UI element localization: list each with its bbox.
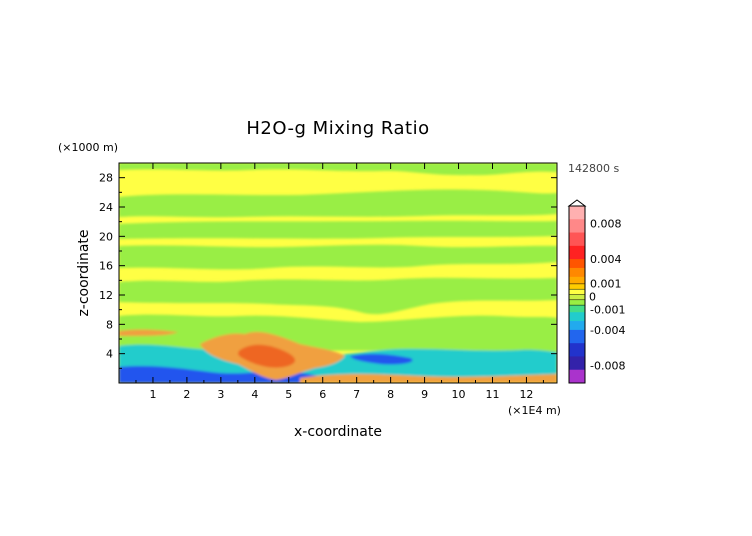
x-tick-label: 10 xyxy=(452,388,466,401)
y-tick-label: 20 xyxy=(99,230,113,243)
green-band-24 xyxy=(119,189,557,218)
colorbar-label: 0.008 xyxy=(590,218,622,231)
y-tick-label: 12 xyxy=(99,289,113,302)
colorbar-segment xyxy=(569,343,585,357)
x-tick-label: 9 xyxy=(421,388,428,401)
colorbar-segment xyxy=(569,283,585,290)
y-axis-label: z-coordinate xyxy=(76,229,92,316)
colorbar-segment xyxy=(569,369,585,384)
colorbar-segment xyxy=(569,329,585,344)
colorbar-label: -0.004 xyxy=(590,324,625,337)
x-tick-label: 12 xyxy=(519,388,533,401)
colorbar-segment xyxy=(569,267,585,278)
colorbar-segment xyxy=(569,305,585,313)
colorbar-segment xyxy=(569,356,585,371)
y-tick-label: 4 xyxy=(106,348,113,361)
colorbar-segment xyxy=(569,276,585,285)
colorbar-label: 0 xyxy=(589,291,596,304)
blue-region-left xyxy=(119,365,340,383)
colorbar-label: -0.001 xyxy=(590,303,625,316)
x-tick-label: 11 xyxy=(485,388,499,401)
colorbar-segment xyxy=(569,312,585,322)
y-tick-label: 24 xyxy=(99,201,113,214)
x-axis-ticks: 1 2 3 4 5 6 7 8 9 10 11 12 xyxy=(135,163,544,401)
colorbar-segment xyxy=(569,289,585,295)
colorbar-label: 0.004 xyxy=(590,253,622,266)
blue-region-right xyxy=(350,353,413,365)
heatmap-field xyxy=(119,163,557,383)
x-tick-label: 8 xyxy=(387,388,394,401)
colorbar-label: -0.008 xyxy=(590,359,625,372)
colorbar-segment xyxy=(569,294,585,301)
orange-plume-core xyxy=(238,344,296,368)
colorbar-segment xyxy=(569,321,585,331)
green-band-top xyxy=(119,163,557,176)
time-label: 142800 s xyxy=(568,162,619,175)
x-tick-label: 2 xyxy=(183,388,190,401)
orange-thin-band xyxy=(119,329,178,336)
x-tick-label: 7 xyxy=(353,388,360,401)
y-tick-label: 8 xyxy=(106,318,113,331)
colorbar-segment xyxy=(569,206,585,220)
x-tick-label: 1 xyxy=(149,388,156,401)
colorbar-arrow xyxy=(567,199,587,207)
y-axis-ticks: 4 8 12 16 20 24 28 xyxy=(99,172,557,369)
colorbar-label: 0.001 xyxy=(590,278,622,291)
x-tick-label: 4 xyxy=(251,388,258,401)
colorbar-segment xyxy=(569,219,585,234)
colorbar-segment xyxy=(569,299,585,306)
green-band-13 xyxy=(119,277,557,315)
green-band-18 xyxy=(119,244,557,270)
colorbar-segment xyxy=(569,259,585,269)
green-band-21 xyxy=(119,220,557,239)
plot-frame xyxy=(118,162,558,384)
colorbar-segment xyxy=(569,245,585,260)
colorbar-frame xyxy=(568,205,586,384)
x-axis-label: x-coordinate xyxy=(294,424,382,440)
y-unit-label: (×1000 m) xyxy=(58,141,118,154)
x-unit-label: (×1E4 m) xyxy=(508,404,561,417)
colorbar-segment xyxy=(569,232,585,247)
y-tick-label: 16 xyxy=(99,260,113,273)
x-tick-label: 3 xyxy=(217,388,224,401)
chart-title: H2O-g Mixing Ratio xyxy=(246,118,429,139)
x-tick-label: 5 xyxy=(285,388,292,401)
x-tick-label: 6 xyxy=(319,388,326,401)
y-tick-label: 28 xyxy=(99,172,113,185)
